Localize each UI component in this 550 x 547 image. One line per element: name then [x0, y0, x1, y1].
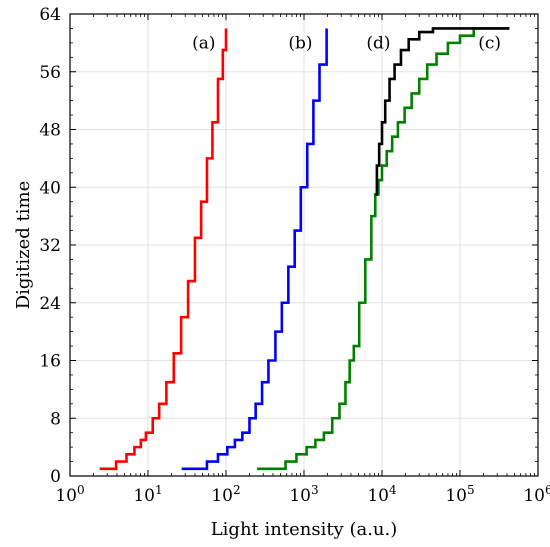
y-tick-label: 56 — [39, 63, 61, 83]
x-tick-label: 104 — [367, 483, 397, 506]
curve-label-a: (a) — [192, 34, 215, 54]
y-tick-label: 48 — [39, 121, 61, 141]
curve-labels: (a) (b) (c) (d) — [192, 34, 501, 54]
x-tick-label: 103 — [289, 483, 318, 506]
curve-label-b: (b) — [288, 34, 312, 54]
axis-ticks — [69, 13, 539, 477]
x-tick-label: 105 — [445, 483, 474, 506]
y-tick-label: 32 — [39, 236, 61, 256]
y-tick-label: 24 — [39, 294, 61, 314]
curve-label-c: (c) — [478, 34, 501, 54]
x-tick-label: 102 — [211, 483, 240, 506]
y-tick-label: 16 — [39, 352, 61, 372]
y-tick-label: 40 — [39, 178, 61, 198]
x-axis-title: Light intensity (a.u.) — [211, 519, 398, 540]
grid-lines — [70, 14, 538, 476]
x-tick-label: 100 — [55, 483, 84, 506]
series-line-a — [99, 28, 228, 471]
y-axis-title: Digitized time — [13, 181, 34, 310]
y-tick-label: 64 — [39, 5, 61, 25]
y-tick-label: 0 — [50, 467, 61, 487]
series-line-b — [181, 28, 328, 471]
data-series — [99, 27, 510, 471]
series-line-d — [375, 27, 510, 196]
x-tick-label: 101 — [133, 483, 162, 506]
curve-label-d: (d) — [366, 34, 390, 54]
series-line-c — [257, 27, 510, 471]
x-tick-label: 106 — [523, 483, 550, 506]
tick-labels: 0 8 16 24 32 40 48 56 64 100 101 102 103 104 105 106 — [39, 5, 550, 506]
y-tick-label: 8 — [50, 409, 61, 429]
